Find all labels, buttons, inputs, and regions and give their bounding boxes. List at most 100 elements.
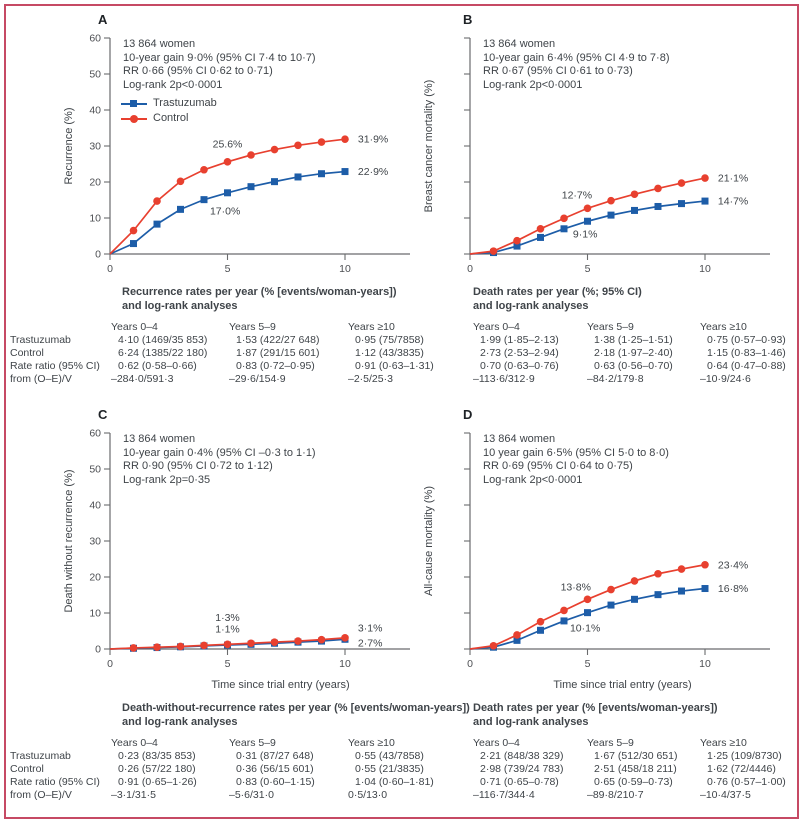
y-axis-title: Death without recurrence (%) [63,469,75,612]
trastuzumab-point-marker [200,196,208,204]
control-line [469,563,706,650]
control-point-marker [583,204,592,213]
legend-label: Trastuzumab [153,97,217,109]
curve-value-label: 10·1% [570,623,600,635]
x-tick-label: 10 [699,658,711,670]
control-point-marker [223,158,232,166]
curve-value-label: 1·3% [215,612,240,624]
table-cell: –284·0/591·3 [111,373,174,385]
table-cell: 0·70 (0·63–0·76) [480,360,559,372]
table-col-header: Years 5–9 [229,321,276,333]
y-axis-title: Breast cancer mortality (%) [423,80,435,213]
table-cell: –2·5/25·3 [348,373,393,385]
panel-c-chart: 0 10 20 30 40 50 60 0 5 10 Death without recurrenc… [63,428,410,670]
trastuzumab-point-marker [584,609,591,617]
table-col-header: Years 0–4 [473,321,520,333]
curve-value-label: 3·1% [358,623,383,635]
control-point-marker [223,640,232,649]
table-cell: –10·4/37·5 [700,789,751,801]
control-point-marker [677,565,686,573]
caption-line: and log-rank analyses [122,715,238,728]
trastuzumab-point-marker [247,183,255,191]
control-point-marker [701,560,709,569]
table-cell: 0·55 (43/7858) [355,750,424,762]
control-point-marker [607,585,615,594]
trastuzumab-point-marker [560,225,568,233]
table-cell: 0·83 (0·72–0·95) [236,360,315,372]
caption-line: and log-rank analyses [473,299,589,312]
trastuzumab-point-marker [584,217,591,225]
curve-value-label: 13·8% [561,582,591,594]
table-cell: 2·18 (1·97–2·40) [594,347,673,359]
stats-line: 10 year gain 6·5% (95% CI 5·0 to 8·0) [483,446,669,459]
panel-d-x-axis-title: Time since trial entry (years) [553,679,692,691]
x-tick-label: 0 [467,263,473,275]
caption-line: Death-without-recurrence rates per year … [122,702,470,714]
caption-line: Death rates per year (%; 95% CI) [473,286,642,298]
caption-line: Recurrence rates per year (% [events/wom… [122,286,397,298]
panel-c-x-axis-title: Time since trial entry (years) [211,679,350,691]
stats-line: 10-year gain 6·4% (95% CI 4·9 to 7·8) [483,51,670,64]
stats-line: 10-year gain 0·4% (95% CI –0·3 to 1·1) [123,446,316,459]
curve-value-label: 1·1% [215,623,240,635]
y-tick-label: 10 [89,213,101,225]
control-point-marker [176,642,185,651]
trastuzumab-point-marker [607,211,615,219]
curve-value-label: 2·7% [358,638,383,650]
panel-a-letter: A [98,12,108,27]
curve-value-label: 31·9% [358,134,388,146]
caption-line: and log-rank analyses [473,715,589,728]
trastuzumab-point-marker [177,205,184,213]
table-cell: 0·23 (83/35 853) [118,750,196,762]
table-cell: 2·98 (739/24 783) [480,763,564,775]
trastuzumab-point-marker [513,242,521,250]
x-tick-label: 0 [467,658,473,670]
control-point-marker [536,225,545,233]
trastuzumab-point-marker [701,197,709,205]
y-tick-label: 0 [95,249,101,261]
table-cell: 2·21 (848/38 329) [480,750,564,762]
y-tick-label: 40 [89,105,101,117]
control-point-marker [701,174,709,182]
control-point-marker [654,184,662,193]
control-point-marker [341,135,349,143]
stats-line: Log-rank 2p<0·0001 [483,473,583,486]
panel-d-caption: Death rates per year (% [events/woman-ye… [473,702,718,729]
control-point-marker [317,138,326,146]
y-axis-title: Recurrence (%) [63,107,75,184]
panel-b-stats: 13 864 women 10-year gain 6·4% (95% CI 4… [483,38,669,92]
table-cell: 0·95 (75/7858) [355,334,424,346]
table-col-header: Years 5–9 [587,321,634,333]
table-cell: 0·5/13·0 [348,789,388,801]
trastuzumab-point-marker [560,617,568,625]
table-cell: 1·04 (0·60–1·81) [355,776,434,788]
control-point-marker [200,641,208,650]
table-col-header: Years 5–9 [229,737,276,749]
control-point-marker [489,641,498,650]
panel-c-rates-table: Years 0–4 Years 5–9 Years ≥10 Trastuzumab 0·… [10,737,440,802]
trastuzumab-point-marker [271,178,278,186]
table-cell: 1·15 (0·83–1·46) [707,347,786,359]
table-cell: 1·99 (1·85–2·13) [480,334,559,346]
trastuzumab-point-marker [318,170,325,178]
y-tick-label: 60 [89,428,101,440]
table-cell: 0·65 (0·59–0·73) [594,776,673,788]
y-tick-label: 50 [89,69,101,81]
stats-line: 13 864 women [123,38,196,50]
table-cell: 0·75 (0·57–0·93) [707,334,786,346]
trastuzumab-point-marker [607,601,615,609]
table-cell: –89·8/210·7 [587,789,644,801]
panel-d: D 13 864 women 10 year gain 6·5% (95% CI… [423,403,796,816]
stats-line: 13 864 women [483,433,556,445]
table-cell: 0·36 (56/15 601) [236,763,314,775]
y-tick-label: 60 [89,33,101,45]
table-cell: 1·67 (512/30 651) [594,750,678,762]
y-tick-label: 30 [89,536,101,548]
table-cell: 0·63 (0·56–0·70) [594,360,673,372]
table-cell: 0·76 (0·57–1·00) [707,776,786,788]
curve-value-label: 22·9% [358,166,388,178]
trastuzumab-point-marker [537,233,544,241]
trastuzumab-point-marker [153,220,161,228]
panel-c-letter: C [98,407,108,422]
stats-line: Log-rank 2p=0·35 [123,473,211,486]
